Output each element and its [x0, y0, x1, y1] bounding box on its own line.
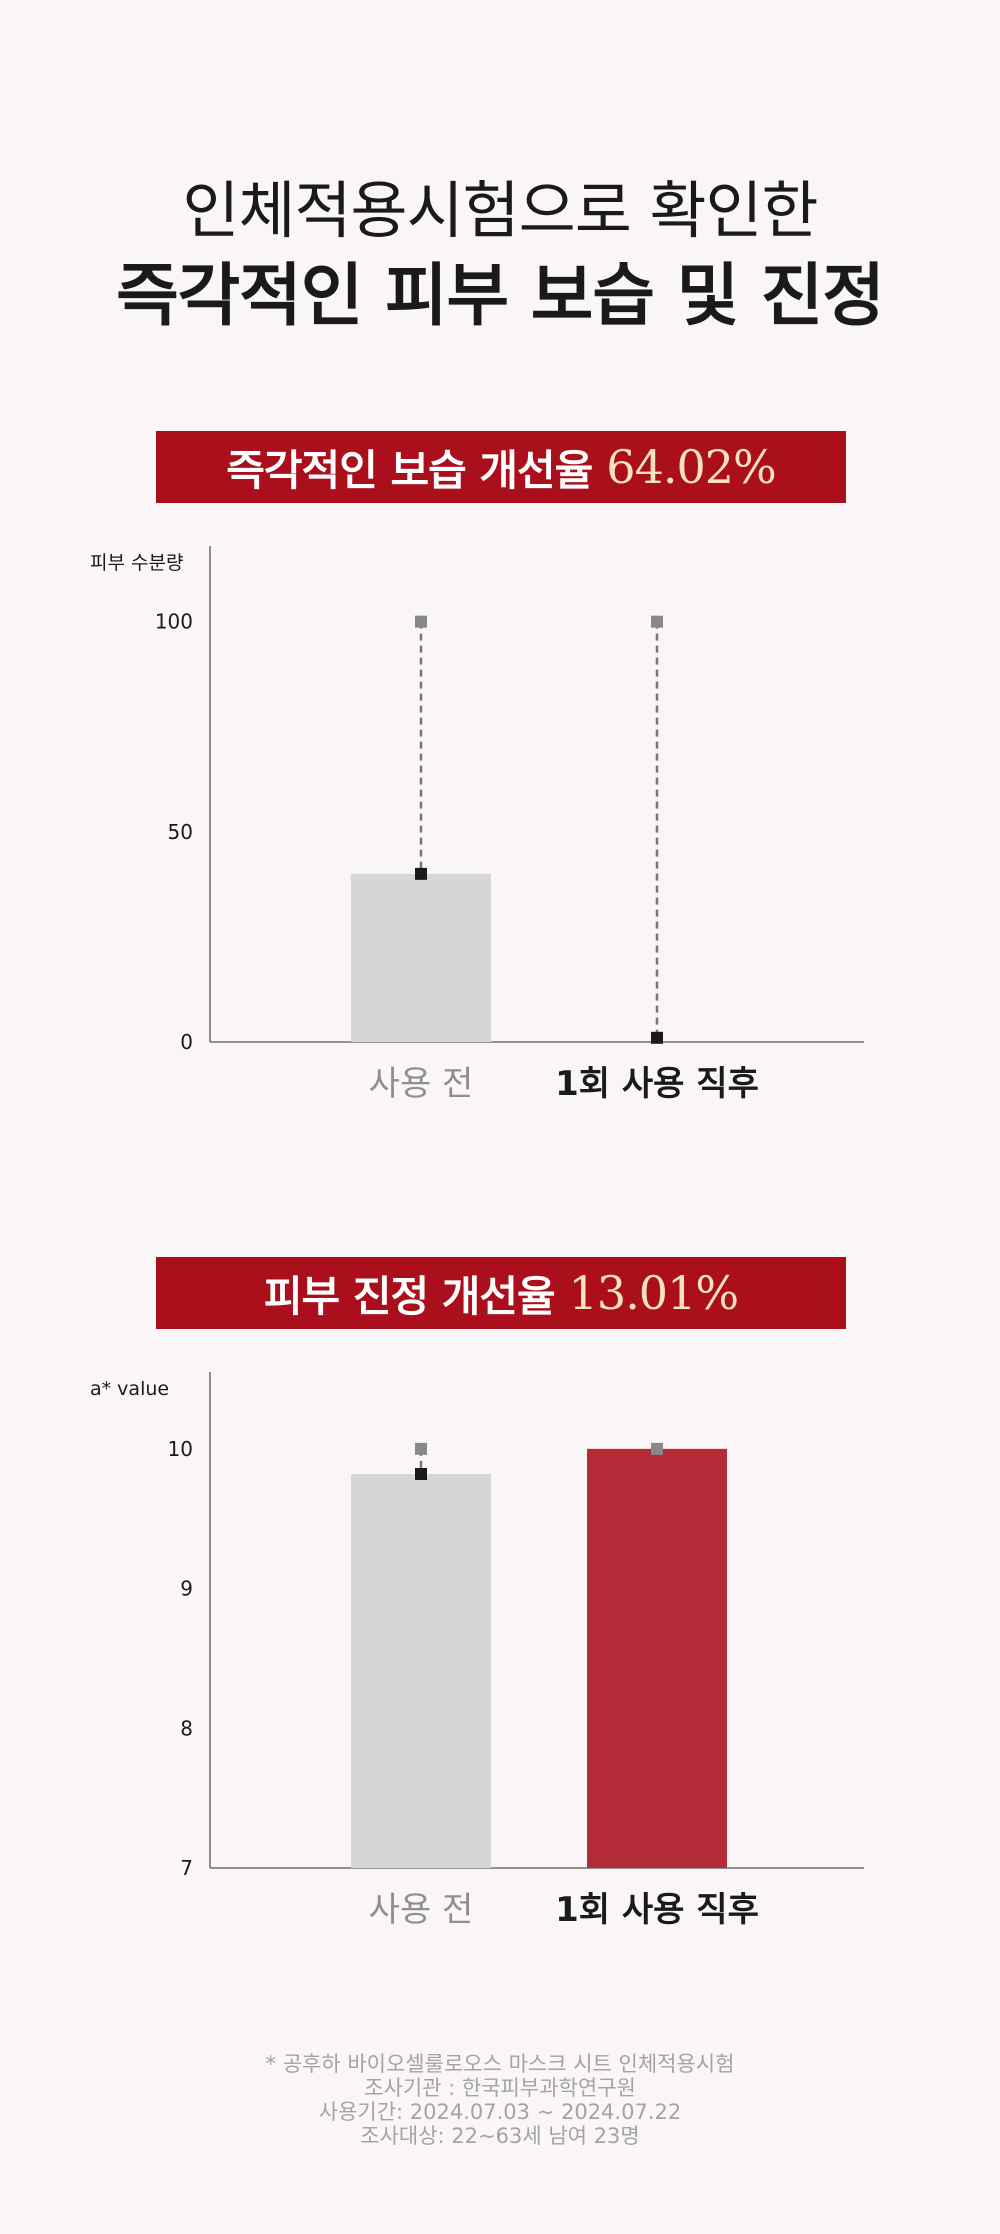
category-label: 사용 전 — [369, 1890, 474, 1930]
soothing-chart-svg: a* value 7 8 9 10 사용 전 1회 사용 직후 — [90, 1372, 864, 1930]
footnote-line: 조사대상: 22~63세 남여 23명 — [360, 2124, 640, 2148]
moisture-banner: 즉각적인 보습 개선율 64.02% — [156, 431, 846, 503]
bar-before — [351, 1473, 491, 1868]
soothing-chart: a* value 7 8 9 10 사용 전 1회 사용 직후 — [0, 1366, 1000, 1930]
bar-before — [351, 873, 491, 1042]
category-label: 1회 사용 직후 — [555, 1890, 759, 1930]
y-axis-label: a* value — [90, 1378, 169, 1400]
marker-value — [415, 867, 427, 880]
marker-target — [651, 615, 663, 628]
moisture-banner-label: 즉각적인 보습 개선율 — [226, 445, 593, 495]
y-axis-label: 피부 수분량 — [90, 552, 183, 574]
marker-value — [415, 1467, 427, 1480]
y-tick-label: 8 — [180, 1716, 193, 1740]
footnote: * 공후하 바이오셀룰로오스 마스크 시트 인체적용시험 조사기관 : 한국피부… — [0, 2052, 1000, 2148]
marker-target — [651, 1442, 663, 1455]
moisture-banner-value: 64.02% — [606, 440, 776, 494]
y-tick-label: 9 — [180, 1577, 193, 1601]
soothing-banner: 피부 진정 개선율 13.01% — [156, 1257, 846, 1329]
footnote-line: * 공후하 바이오셀룰로오스 마스크 시트 인체적용시험 — [265, 2052, 735, 2076]
footnote-line: 사용기간: 2024.07.03 ~ 2024.07.22 — [318, 2100, 682, 2124]
marker-target — [415, 615, 427, 628]
category-label: 사용 전 — [369, 1064, 474, 1104]
marker-value — [651, 1031, 663, 1044]
y-tick-label: 0 — [180, 1030, 193, 1054]
y-tick-label: 100 — [155, 610, 193, 634]
y-tick-label: 10 — [168, 1437, 193, 1461]
moisture-chart: 피부 수분량 0 50 100 사용 전 1회 사용 직후 — [0, 540, 1000, 1104]
headline-line1: 인체적용시험으로 확인한 — [182, 174, 818, 247]
soothing-banner-value: 13.01% — [568, 1266, 739, 1320]
headline-line2: 즉각적인 피부 보습 및 진정 — [116, 257, 885, 336]
y-tick-label: 50 — [168, 820, 193, 844]
soothing-banner-label: 피부 진정 개선율 — [263, 1271, 556, 1321]
marker-target — [415, 1442, 427, 1455]
footnote-line: 조사기관 : 한국피부과학연구원 — [364, 2076, 636, 2100]
moisture-chart-svg: 피부 수분량 0 50 100 사용 전 1회 사용 직후 — [90, 546, 864, 1104]
category-label: 1회 사용 직후 — [555, 1064, 759, 1104]
bar-after — [587, 1448, 727, 1868]
y-tick-label: 7 — [180, 1856, 193, 1880]
